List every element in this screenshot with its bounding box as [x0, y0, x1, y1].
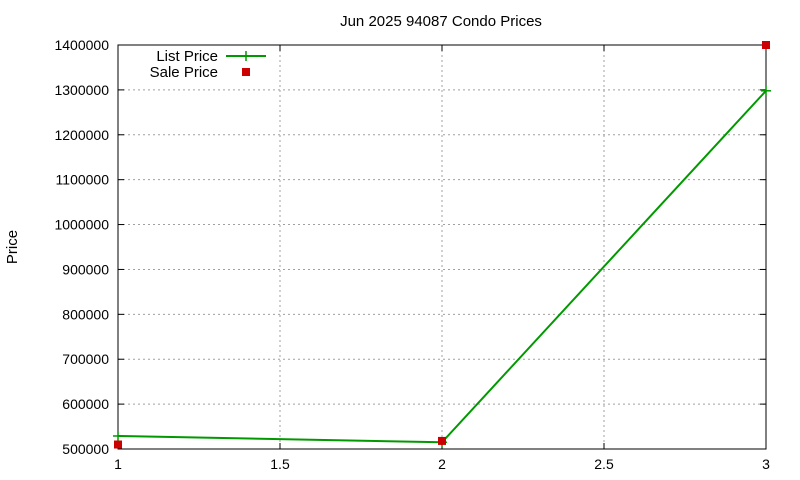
legend-entry: Sale Price	[150, 64, 250, 81]
legend-label: List Price	[156, 48, 218, 65]
x-tick-label: 3	[762, 456, 770, 472]
data-point	[438, 436, 446, 445]
x-tick-label: 2.5	[594, 456, 614, 472]
y-axis-title: Price	[4, 230, 21, 264]
data-point	[762, 41, 770, 49]
y-tick-label: 800000	[62, 306, 109, 322]
data-point	[114, 440, 122, 449]
legend-label: Sale Price	[150, 64, 218, 81]
y-tick-label: 1400000	[54, 37, 109, 53]
grid-layer	[118, 45, 766, 449]
data-point	[761, 85, 771, 96]
y-tick-label: 1200000	[54, 127, 109, 143]
legend-marker	[242, 68, 250, 76]
y-tick-label: 600000	[62, 396, 109, 412]
series-sale-price	[114, 41, 770, 449]
x-tick-label: 1	[114, 456, 122, 472]
y-tick-label: 1100000	[56, 172, 110, 188]
y-tick-label: 900000	[62, 261, 109, 277]
chart-title: Jun 2025 94087 Condo Prices	[340, 13, 542, 30]
y-tick-label: 500000	[62, 441, 109, 457]
data-point	[113, 430, 123, 441]
series-layer	[113, 41, 771, 449]
x-tick-label: 2	[438, 456, 446, 472]
y-tick-label: 1000000	[54, 217, 109, 233]
y-tick-label: 1300000	[54, 82, 109, 98]
y-tick-label: 700000	[62, 351, 109, 367]
legend-entry: List Price	[156, 48, 266, 65]
x-tick-label: 1.5	[270, 456, 290, 472]
legend-marker	[241, 51, 251, 61]
tick-layer: 1 1.5 2 2.5 3 500000 600000 700000 800000 900000 1…	[54, 37, 770, 472]
